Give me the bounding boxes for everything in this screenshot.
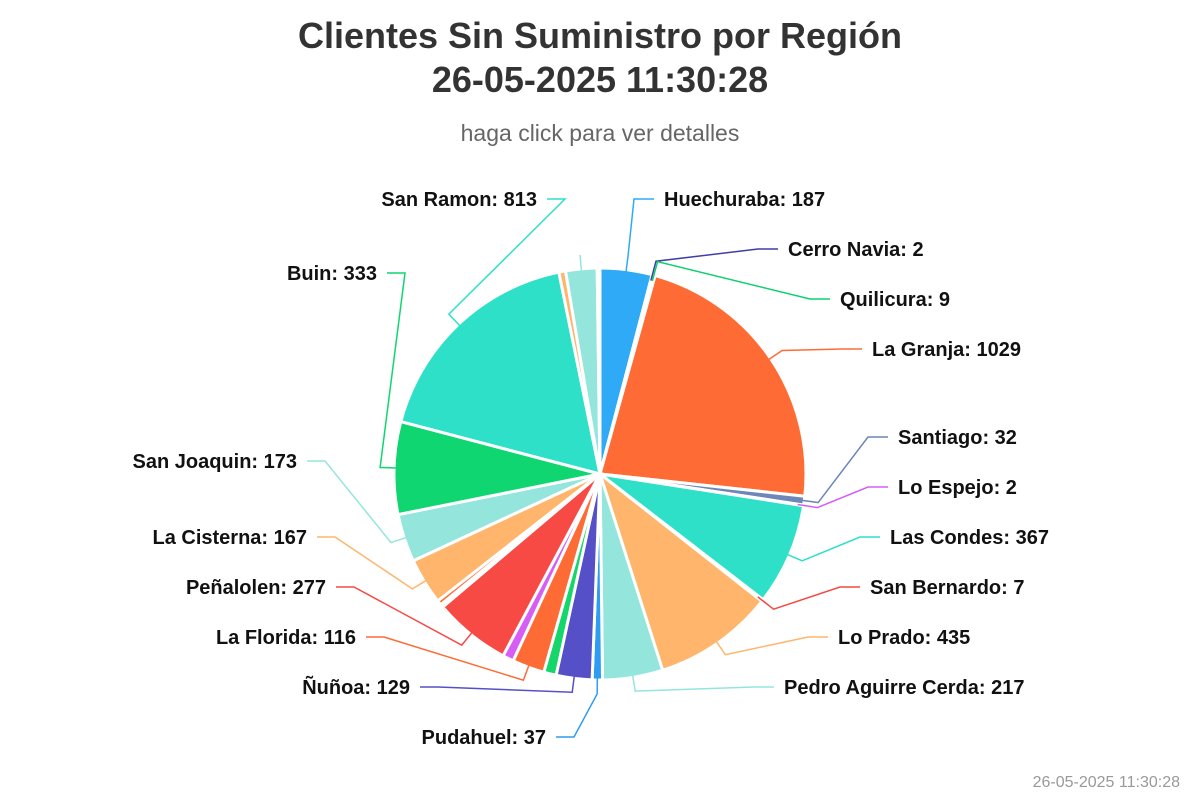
data-label-lo-espejo[interactable]: Lo Espejo: 2 xyxy=(898,477,1017,499)
connector-pudahuel xyxy=(556,673,599,738)
data-label-san-ramon[interactable]: San Ramon: 813 xyxy=(381,189,537,211)
connector-lo-prado xyxy=(713,636,828,656)
connector-san-bernardo xyxy=(757,586,860,610)
data-label-huechuraba[interactable]: Huechuraba: 187 xyxy=(664,189,825,211)
data-label-cerro-navia[interactable]: Cerro Navia: 2 xyxy=(788,239,924,261)
data-label-pudahuel[interactable]: Pudahuel: 37 xyxy=(422,727,546,749)
data-label-las-condes[interactable]: Las Condes: 367 xyxy=(890,527,1049,549)
connector-buin xyxy=(379,272,406,469)
data-label-penalolen[interactable]: Peñalolen: 277 xyxy=(186,577,326,599)
data-label-la-granja[interactable]: La Granja: 1029 xyxy=(872,339,1021,361)
data-label-nunoa[interactable]: Ñuñoa: 129 xyxy=(302,676,410,699)
data-label-santiago[interactable]: Santiago: 32 xyxy=(898,427,1017,449)
data-label-buin[interactable]: Buin: 333 xyxy=(287,263,377,285)
data-label-la-florida[interactable]: La Florida: 116 xyxy=(216,627,356,649)
connector-san-joaquin xyxy=(307,460,411,544)
chart-title-line1: Clientes Sin Suministro por Región xyxy=(297,15,903,56)
connector-santiago xyxy=(798,436,888,504)
connector-lo-espejo xyxy=(797,486,888,509)
connector-san-pedro xyxy=(579,254,583,275)
data-label-san-joaquin[interactable]: San Joaquin: 173 xyxy=(133,451,298,473)
connector-san-ramon xyxy=(447,198,567,330)
data-label-la-cisterna[interactable]: La Cisterna: 167 xyxy=(152,527,307,549)
connector-pedro-aguirre-cerda xyxy=(631,671,774,692)
connector-quilicura xyxy=(651,260,830,300)
footer-timestamp: 26-05-2025 11:30:28 xyxy=(1032,774,1180,791)
chart-title-line2: 26-05-2025 11:30:28 xyxy=(431,59,769,100)
connector-la-florida xyxy=(366,636,532,682)
chart-subtitle: haga click para ver detalles xyxy=(460,120,740,146)
data-label-quilicura[interactable]: Quilicura: 9 xyxy=(840,289,950,311)
connector-huechuraba xyxy=(624,198,654,276)
connector-la-cisterna xyxy=(317,536,430,590)
connector-penalolen xyxy=(336,586,475,647)
data-label-pedro-aguirre-cerda[interactable]: Pedro Aguirre Cerda: 217 xyxy=(784,677,1024,699)
connector-las-condes xyxy=(783,536,880,562)
connector-cerro-navia xyxy=(650,248,778,281)
chart-title: Clientes Sin Suministro por Región 26-05… xyxy=(0,14,1200,102)
data-label-lo-prado[interactable]: Lo Prado: 435 xyxy=(838,627,970,649)
data-label-san-bernardo[interactable]: San Bernardo: 7 xyxy=(870,577,1024,599)
pie-slice-unlabeled-25[interactable] xyxy=(595,266,602,475)
connector-nunoa xyxy=(420,672,576,694)
connector-la-granja xyxy=(765,348,862,363)
